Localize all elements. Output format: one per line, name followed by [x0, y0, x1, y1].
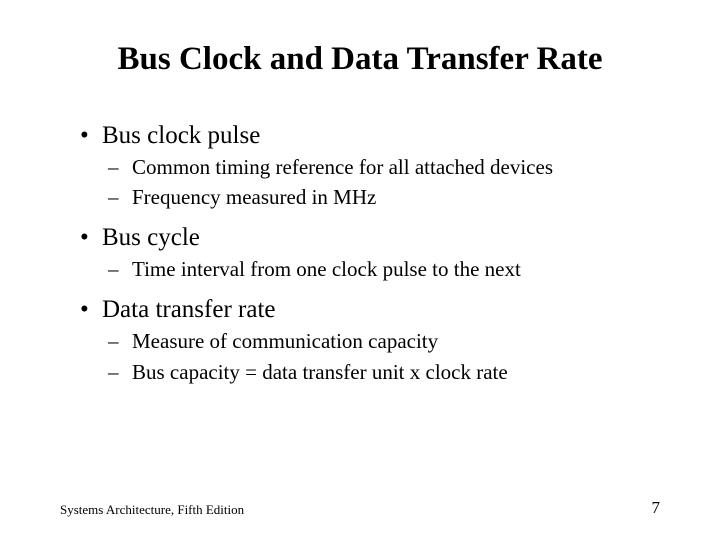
bullet-item: Bus clock pulse — [80, 122, 660, 150]
sub-bullet-item: Common timing reference for all attached… — [80, 154, 660, 180]
slide-content: Bus clock pulse Common timing reference … — [0, 80, 720, 385]
sub-bullet-item: Measure of communication capacity — [80, 328, 660, 354]
bullet-item: Data transfer rate — [80, 296, 660, 324]
sub-bullet-item: Bus capacity = data transfer unit x cloc… — [80, 359, 660, 385]
slide: Bus Clock and Data Transfer Rate Bus clo… — [0, 0, 720, 540]
bullet-item: Bus cycle — [80, 224, 660, 252]
sub-bullet-item: Frequency measured in MHz — [80, 184, 660, 210]
slide-title: Bus Clock and Data Transfer Rate — [0, 40, 720, 80]
sub-bullet-item: Time interval from one clock pulse to th… — [80, 256, 660, 282]
page-number: 7 — [652, 498, 661, 518]
footer-text: Systems Architecture, Fifth Edition — [60, 502, 244, 518]
